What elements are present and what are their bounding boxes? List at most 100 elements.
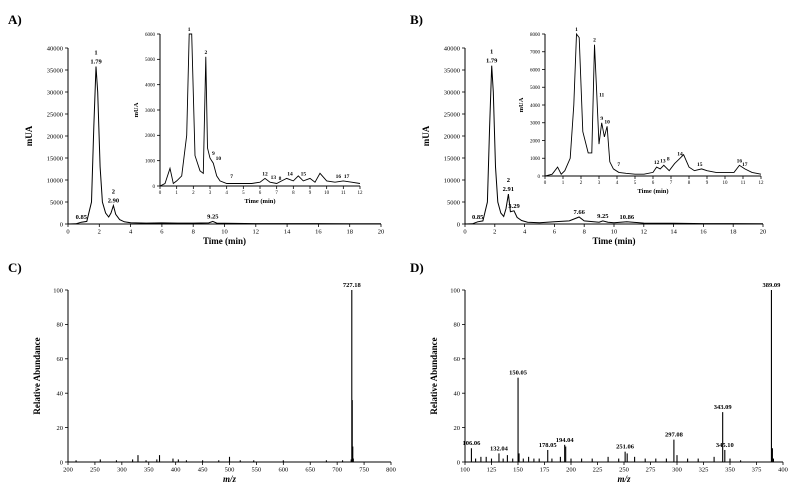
- inset-y-tick-label: 5000: [530, 86, 541, 91]
- main-y-tick-label: 30000: [47, 89, 63, 96]
- inset-x-tick-label: 1: [175, 191, 178, 196]
- inset-x-tick-label: 10: [723, 181, 729, 186]
- ms-x-tick-label: 375: [752, 467, 762, 474]
- mass-spectrum-panel-d: 100 125 150 175 200 225 250 275 300 325 350 375 400 0…: [429, 282, 788, 484]
- ms-x-tick-label: 250: [619, 467, 629, 474]
- inset-peak-label: 10: [604, 119, 610, 125]
- inset-peak-label: 17: [344, 174, 350, 180]
- ms-peak-label: 251.06: [616, 444, 635, 451]
- inset-series-line: [159, 33, 361, 187]
- inset-x-tick-label: 4: [616, 181, 619, 186]
- ms-y-tick-label: 40: [57, 390, 64, 397]
- main-x-tick-label: 6: [553, 229, 557, 236]
- panel-label-c: C): [8, 260, 22, 275]
- main-x-axis-label: Time (min): [203, 236, 246, 246]
- inset-background: [132, 30, 366, 210]
- ms-y-tick-label: 100: [53, 287, 63, 294]
- inset-y-tick-label: 7000: [530, 51, 541, 56]
- ms-peak-label: 194.04: [556, 437, 575, 444]
- main-x-tick-label: 2: [98, 229, 101, 236]
- inset-peak-label: 7: [617, 162, 620, 168]
- inset-peak-label: 2: [593, 38, 596, 44]
- inset-y-tick-label: 1000: [530, 157, 541, 162]
- ms-y-axis-label: Relative Abundance: [32, 337, 42, 414]
- mass-spectrum-panel-c: 200 250 300 350 400 450 500 550 600 650 700 750 800 0…: [32, 282, 396, 484]
- inset-y-tick-label: 8000: [530, 33, 541, 38]
- main-x-tick-label: 4: [129, 229, 133, 236]
- main-peak-number: 2: [112, 189, 115, 196]
- inset-x-tick-label: 5: [242, 191, 245, 196]
- main-y-tick-label: 10000: [444, 177, 460, 184]
- ms-peak-label: 343.09: [714, 404, 733, 411]
- ms-y-tick-label: 0: [457, 459, 460, 466]
- main-peak-retention-time: 2.90: [108, 198, 119, 205]
- main-x-tick-label: 4: [523, 229, 527, 236]
- ms-x-axis-label: m/z: [223, 474, 237, 484]
- main-y-tick-label: 15000: [444, 155, 460, 162]
- main-y-tick-label: 5000: [447, 199, 460, 206]
- ms-x-tick-label: 200: [566, 467, 576, 474]
- inset-peak-label: 2: [204, 50, 207, 56]
- main-peak-retention-time: 1.79: [90, 58, 102, 65]
- ms-x-tick-label: 300: [117, 467, 127, 474]
- ms-y-tick-label: 80: [454, 322, 461, 329]
- ms-y-tick-label: 60: [454, 356, 461, 363]
- ms-x-tick-label: 200: [63, 467, 73, 474]
- inset-x-tick-label: 5: [634, 181, 637, 186]
- ms-x-tick-label: 600: [278, 467, 288, 474]
- main-y-tick-label: 0: [60, 221, 63, 228]
- main-peak-label: 10.86: [620, 214, 635, 221]
- ms-peak-label: 106.06: [462, 440, 481, 447]
- inset-x-tick-label: 3: [598, 181, 601, 186]
- main-peak-label: 9.25: [597, 213, 609, 220]
- main-x-axis-label: Time (min): [592, 236, 635, 246]
- main-y-tick-label: 25000: [47, 111, 63, 118]
- inset-peak-label: 13: [271, 175, 277, 181]
- main-x-tick-label: 0: [463, 229, 466, 236]
- main-y-tick-label: 20000: [47, 133, 63, 140]
- inset-x-tick-label: 12: [759, 181, 765, 186]
- main-x-tick-label: 16: [700, 229, 707, 236]
- inset-y-tick-label: 4000: [145, 83, 156, 88]
- main-x-tick-label: 12: [253, 229, 260, 236]
- inset-y-tick-label: 3000: [530, 122, 541, 127]
- main-peak-label: 9.25: [207, 213, 219, 220]
- inset-x-tick-label: 0: [159, 191, 162, 196]
- main-y-tick-label: 15000: [47, 155, 63, 162]
- inset-peak-label: 17: [742, 162, 748, 168]
- main-x-tick-label: 18: [346, 229, 353, 236]
- inset-x-tick-label: 8: [292, 191, 295, 196]
- ms-x-tick-label: 750: [359, 467, 369, 474]
- inset-y-tick-label: 6000: [145, 33, 156, 38]
- ms-x-tick-label: 400: [778, 467, 788, 474]
- ms-x-tick-label: 400: [171, 467, 181, 474]
- inset-y-tick-label: 0: [153, 185, 156, 190]
- main-x-tick-label: 8: [583, 229, 586, 236]
- inset-chart: 0 1 2 3 4 5 6 7 8 9 10 11 12010002000300040005000600…: [133, 27, 363, 205]
- inset-x-tick-label: 6: [259, 191, 262, 196]
- ms-x-tick-label: 350: [144, 467, 154, 474]
- inset-x-tick-label: 7: [275, 191, 278, 196]
- inset-x-tick-label: 12: [358, 191, 364, 196]
- ms-x-tick-label: 700: [332, 467, 342, 474]
- main-x-tick-label: 12: [641, 229, 648, 236]
- inset-x-tick-label: 1: [562, 181, 565, 186]
- ms-y-tick-label: 0: [60, 459, 63, 466]
- main-y-tick-label: 20000: [444, 133, 460, 140]
- ms-x-tick-label: 225: [593, 467, 603, 474]
- inset-x-tick-label: 0: [544, 181, 547, 186]
- inset-peak-label: 1: [188, 27, 191, 33]
- ms-peak-label: 389.09: [762, 282, 781, 289]
- ms-peak-label: 727.18: [343, 282, 362, 289]
- inset-x-axis-label: Time (min): [244, 198, 275, 205]
- main-x-tick-label: 14: [670, 229, 677, 236]
- ms-x-tick-label: 800: [386, 467, 396, 474]
- main-x-tick-label: 20: [378, 229, 385, 236]
- main-y-tick-label: 40000: [444, 45, 460, 52]
- main-peak-retention-time: 1.79: [486, 58, 498, 65]
- inset-y-axis-label: mUA: [133, 102, 140, 117]
- ms-peak-label: 178.05: [539, 442, 558, 449]
- inset-peak-label: 8: [279, 176, 282, 182]
- main-y-tick-label: 40000: [47, 45, 63, 52]
